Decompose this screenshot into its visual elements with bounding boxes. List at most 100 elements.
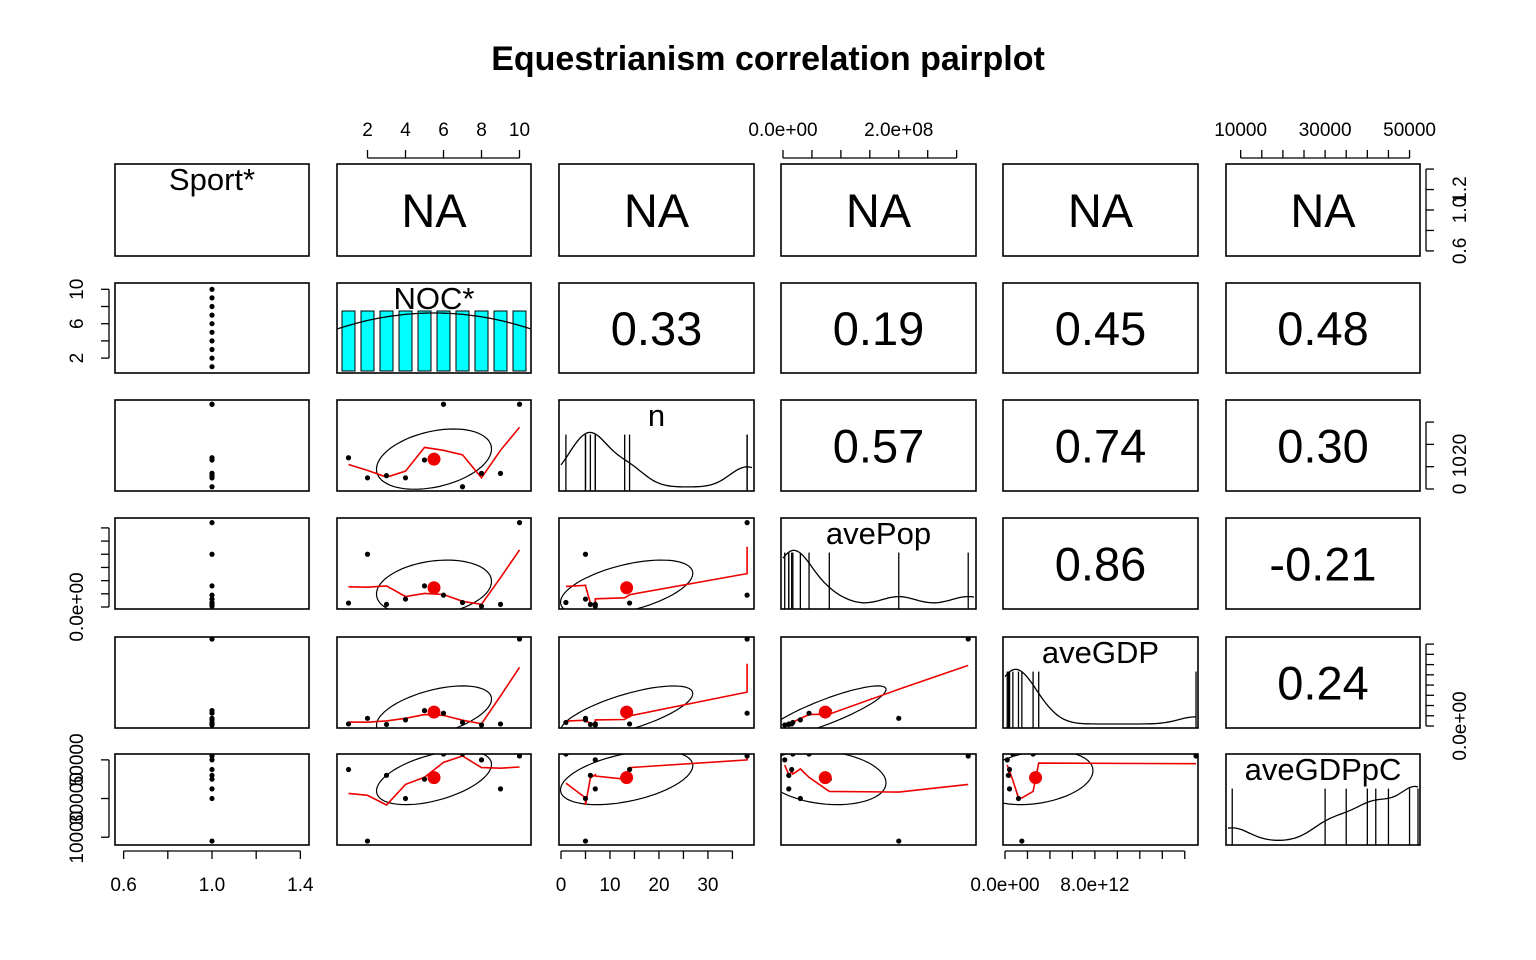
data-point	[459, 719, 466, 726]
bottom-axis-n: 0 10 20 30	[556, 850, 734, 896]
tick-label: 0.0e+00	[1450, 691, 1471, 760]
scatter-content	[345, 520, 523, 609]
correlation-value: 0.57	[833, 420, 924, 473]
smooth-line	[783, 764, 969, 793]
correlation-value: 0.33	[611, 302, 702, 355]
tick-label: 2.0e+08	[864, 120, 933, 141]
data-point	[1004, 757, 1010, 763]
data-point	[440, 592, 447, 598]
data-point	[1030, 754, 1036, 757]
data-point	[797, 795, 803, 802]
data-point	[402, 717, 409, 723]
tick-label: 0.0e+00	[970, 875, 1039, 896]
chart-title: Equestrianism correlation pairplot	[491, 40, 1045, 78]
data-point	[209, 721, 215, 727]
data-point	[497, 786, 504, 792]
histogram-bar	[493, 310, 508, 372]
smooth-line	[565, 546, 748, 607]
panel-frame	[1002, 753, 1199, 846]
data-point	[582, 838, 589, 844]
data-point	[516, 401, 523, 407]
correlation-ellipse	[781, 685, 887, 728]
correlation-ellipse	[375, 685, 493, 728]
scatter-content	[559, 520, 750, 609]
scatter-content	[1003, 754, 1198, 844]
panel-frame	[336, 517, 532, 610]
bottom-axis-Sport*: 0.6 1.0 1.4	[110, 850, 314, 896]
panel-grid: Sport* NA NA NA NA NA NOC* 0.33 0.19 0.45 0.48 n 0.5…	[114, 162, 1421, 846]
panel-aveGDP-Sport*	[114, 636, 310, 729]
data-point	[209, 329, 215, 335]
data-point	[209, 776, 215, 782]
panel-frame	[558, 517, 755, 610]
data-point	[209, 364, 215, 370]
data-point	[209, 772, 215, 778]
panel-avePop-aveGDPpC: -0.21	[1225, 517, 1421, 610]
data-point	[209, 637, 215, 642]
right-axis-Sport*: 0.6 1.01.2	[1425, 168, 1471, 264]
panel-NOC*-NOC*: NOC*	[336, 281, 532, 374]
data-point	[402, 795, 409, 802]
histogram-bar	[512, 310, 527, 372]
panel-n-avePop: 0.57	[780, 399, 977, 492]
correlation-value: NA	[624, 184, 690, 237]
tick-label: 0.6	[1450, 238, 1471, 264]
correlation-value: 0.48	[1277, 302, 1368, 355]
data-point	[209, 475, 215, 481]
histogram-bar	[455, 310, 470, 372]
centroid-point	[1029, 771, 1043, 785]
data-point	[1193, 754, 1198, 759]
right-axis-aveGDP: 0.0e+00	[1425, 643, 1471, 761]
panel-avePop-aveGDP: 0.86	[1002, 517, 1199, 610]
data-point	[790, 754, 796, 757]
smooth-line	[348, 549, 521, 606]
centroid-point	[620, 581, 634, 595]
correlation-ellipse	[559, 754, 694, 806]
variable-name: n	[648, 398, 665, 433]
panel-frame	[558, 399, 755, 492]
panel-frame	[558, 753, 755, 846]
data-point	[478, 470, 485, 476]
data-point	[209, 321, 215, 327]
panel-aveGDPpC-aveGDPpC: aveGDPpC	[1225, 752, 1421, 846]
smooth-line	[565, 663, 748, 726]
variable-name: aveGDPpC	[1245, 752, 1402, 787]
data-point	[209, 766, 215, 773]
data-point	[209, 551, 215, 557]
panel-frame	[114, 517, 310, 610]
scatter-content	[209, 286, 215, 370]
data-point	[592, 757, 598, 763]
data-point	[744, 592, 750, 598]
tick-label: 0.0e+00	[748, 120, 817, 141]
data-point	[896, 715, 902, 721]
diagonal-content	[1004, 668, 1197, 728]
panel-NOC*-aveGDPpC: 0.48	[1225, 282, 1421, 374]
panel-frame	[780, 636, 977, 729]
density-curve	[1004, 668, 1197, 725]
data-point	[790, 719, 796, 726]
panel-Sport*-n: NA	[558, 163, 755, 257]
correlation-ellipse	[1003, 754, 1094, 806]
tick-label: 1.0	[199, 875, 225, 896]
data-point	[421, 457, 428, 463]
tick-label: 10000	[1214, 120, 1267, 141]
panel-frame	[780, 163, 977, 257]
data-point	[497, 601, 504, 607]
data-point	[806, 710, 812, 716]
panel-Sport*-NOC*: NA	[336, 163, 532, 257]
data-point	[364, 551, 371, 557]
panel-avePop-Sport*	[114, 517, 310, 610]
panel-avePop-avePop: avePop	[780, 516, 977, 610]
centroid-point	[620, 771, 634, 785]
data-point	[209, 457, 215, 463]
histogram-bar	[379, 310, 394, 372]
data-point	[626, 600, 633, 606]
data-point	[209, 601, 215, 607]
data-point	[459, 484, 466, 490]
scatter-content	[209, 401, 215, 490]
correlation-value: 0.86	[1055, 538, 1146, 591]
data-point	[209, 355, 215, 361]
panel-Sport*-Sport*: Sport*	[114, 162, 310, 257]
